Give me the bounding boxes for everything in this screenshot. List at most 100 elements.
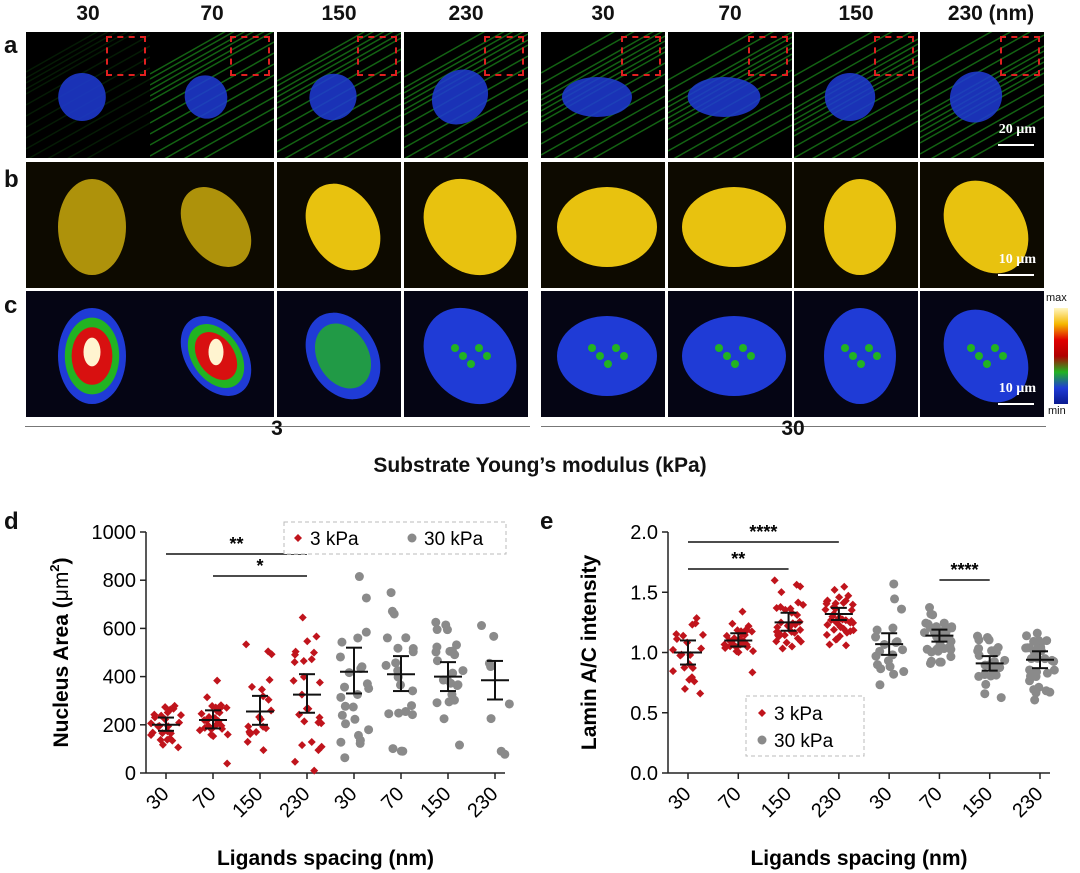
inset-box xyxy=(106,36,146,76)
data-point-30kpa xyxy=(889,579,899,589)
data-point-30kpa xyxy=(1045,687,1055,697)
data-point-3kpa xyxy=(147,719,156,728)
data-point-3kpa xyxy=(158,740,167,749)
data-point-3kpa xyxy=(796,582,805,591)
x-tick-label: 230 xyxy=(807,783,846,822)
data-point-3kpa xyxy=(252,727,261,736)
x-tick-label: 70 xyxy=(377,783,408,814)
data-point-3kpa xyxy=(748,668,757,677)
data-point-30kpa xyxy=(432,698,442,708)
data-point-30kpa xyxy=(1025,676,1035,686)
data-point-30kpa xyxy=(361,627,371,637)
micrograph-b-2 xyxy=(277,162,401,288)
data-point-3kpa xyxy=(690,677,699,686)
data-point-3kpa xyxy=(685,675,694,684)
significance-label: **** xyxy=(951,560,979,580)
data-point-3kpa xyxy=(245,728,254,737)
data-point-30kpa xyxy=(394,708,404,718)
data-point-30kpa xyxy=(350,714,360,724)
data-point-3kpa xyxy=(150,713,159,722)
data-point-30kpa xyxy=(454,740,464,750)
y-tick-label: 1000 xyxy=(92,522,137,544)
data-point-30kpa xyxy=(889,669,899,679)
x-tick-label: 30 xyxy=(664,783,695,814)
scale-bar-c xyxy=(998,403,1034,405)
significance-label: * xyxy=(256,556,263,576)
data-point-3kpa xyxy=(734,648,743,657)
x-axis-title: Ligands spacing (nm) xyxy=(750,847,967,870)
x-tick-label: 70 xyxy=(189,783,220,814)
inset-box xyxy=(874,36,914,76)
data-point-3kpa xyxy=(722,631,731,640)
significance-label: **** xyxy=(749,522,777,542)
data-point-30kpa xyxy=(407,701,417,711)
data-point-3kpa xyxy=(307,738,316,747)
data-point-3kpa xyxy=(209,732,218,741)
colorbar-min-label: min xyxy=(1048,405,1066,417)
data-point-30kpa xyxy=(891,638,901,648)
data-point-30kpa xyxy=(381,660,391,670)
column-header-6: 150 xyxy=(838,2,874,25)
y-tick-label: 0.0 xyxy=(630,763,658,785)
legend-marker-3kpa xyxy=(758,709,766,717)
data-point-30kpa xyxy=(1042,636,1052,646)
data-point-3kpa xyxy=(825,640,834,649)
data-point-3kpa xyxy=(796,625,805,634)
data-point-3kpa xyxy=(242,640,251,649)
data-point-30kpa xyxy=(897,604,907,614)
data-point-30kpa xyxy=(341,719,351,729)
micrograph-c-2 xyxy=(277,291,401,417)
data-point-3kpa xyxy=(148,728,157,737)
micrograph-c-3 xyxy=(404,291,528,417)
data-point-3kpa xyxy=(203,693,212,702)
data-point-3kpa xyxy=(842,628,851,637)
data-point-30kpa xyxy=(898,645,908,655)
legend-box xyxy=(283,521,507,555)
colorbar-max-label: max xyxy=(1046,292,1067,304)
inset-box xyxy=(357,36,397,76)
data-point-3kpa xyxy=(738,607,747,616)
data-point-30kpa xyxy=(408,686,418,696)
micrograph-b-1 xyxy=(150,162,274,288)
inset-box xyxy=(621,36,661,76)
data-point-3kpa xyxy=(697,644,706,653)
data-point-3kpa xyxy=(161,703,170,712)
data-point-30kpa xyxy=(1030,695,1040,705)
data-point-3kpa xyxy=(782,638,791,647)
data-point-30kpa xyxy=(431,617,441,627)
data-point-30kpa xyxy=(393,666,403,676)
micrograph-a-3 xyxy=(404,32,528,158)
data-point-30kpa xyxy=(1049,665,1059,675)
data-point-3kpa xyxy=(848,600,857,609)
x-tick-label: 30 xyxy=(865,783,896,814)
data-point-3kpa xyxy=(777,588,786,597)
legend-marker-3kpa xyxy=(294,534,302,542)
data-point-3kpa xyxy=(310,766,319,775)
group-rule-30 xyxy=(541,426,1046,427)
data-point-30kpa xyxy=(391,658,401,668)
data-point-3kpa xyxy=(773,623,782,632)
group-rule-3 xyxy=(25,426,530,427)
legend-box xyxy=(745,695,865,757)
data-point-3kpa xyxy=(772,603,781,612)
data-point-3kpa xyxy=(721,643,730,652)
data-point-3kpa xyxy=(303,637,312,646)
y-tick-label: 400 xyxy=(103,667,136,689)
data-point-3kpa xyxy=(822,599,831,608)
data-point-3kpa xyxy=(257,685,266,694)
panel-label-d: d xyxy=(4,508,19,535)
legend-marker-30kpa xyxy=(757,735,767,745)
significance-label: ** xyxy=(731,549,745,569)
data-point-3kpa xyxy=(849,626,858,635)
y-tick-label: 200 xyxy=(103,715,136,737)
data-point-3kpa xyxy=(680,663,689,672)
y-tick-label: 2.0 xyxy=(630,522,658,544)
data-point-3kpa xyxy=(298,741,307,750)
micrograph-a-7: 20 µm xyxy=(920,32,1044,158)
data-point-3kpa xyxy=(166,729,175,738)
data-point-30kpa xyxy=(337,710,347,720)
data-point-3kpa xyxy=(672,634,681,643)
data-point-30kpa xyxy=(382,633,392,643)
data-point-30kpa xyxy=(489,631,499,641)
scale-bar-label-c: 10 µm xyxy=(998,381,1036,396)
